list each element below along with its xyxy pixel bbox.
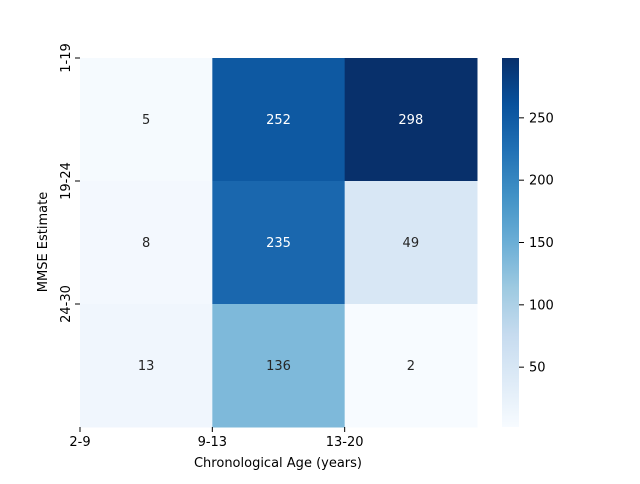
heatmap-cell [344,181,478,305]
y-tick-label: 24-30 [59,285,74,323]
heatmap-cell [80,181,213,305]
heatmap-cell [212,181,346,305]
colorbar-tick-label: 250 [529,111,554,126]
y-axis-label: MMSE Estimate [36,192,51,292]
x-tick-label: 2-9 [69,435,90,450]
colorbar-tick-label: 200 [529,174,554,189]
cell-value-label: 2 [407,359,415,374]
colorbar-ticks: 50 100 150 200 250 [519,111,554,376]
heatmap-cells [80,58,478,428]
heatmap-cell [80,58,213,182]
x-axis-ticks: 2-9 9-13 13-20 [69,427,364,450]
y-axis-ticks: 1-19 19-24 24-30 [59,43,80,323]
y-tick-label: 1-19 [59,43,74,73]
y-tick-label: 19-24 [59,162,74,200]
cell-value-label: 298 [398,113,423,128]
cell-value-label: 49 [403,236,420,251]
colorbar-tick-label: 50 [529,361,546,376]
heatmap-cell [344,58,478,182]
cell-value-label: 136 [266,359,291,374]
cell-value-label: 5 [142,113,150,128]
heatmap-cell-labels: 5 252 298 8 235 49 13 136 2 [138,113,423,374]
cell-value-label: 13 [138,359,155,374]
cell-value-label: 235 [266,236,291,251]
heatmap-cell [80,304,213,428]
cell-value-label: 8 [142,236,150,251]
x-axis-label: Chronological Age (years) [194,456,362,471]
colorbar [502,58,519,427]
heatmap-cell [212,58,346,182]
heatmap-cell [344,304,478,428]
heatmap-cell [212,304,346,428]
cell-value-label: 252 [266,113,291,128]
x-tick-label: 9-13 [198,435,228,450]
colorbar-tick-label: 100 [529,298,554,313]
colorbar-tick-label: 150 [529,236,554,251]
x-tick-label: 13-20 [326,435,364,450]
